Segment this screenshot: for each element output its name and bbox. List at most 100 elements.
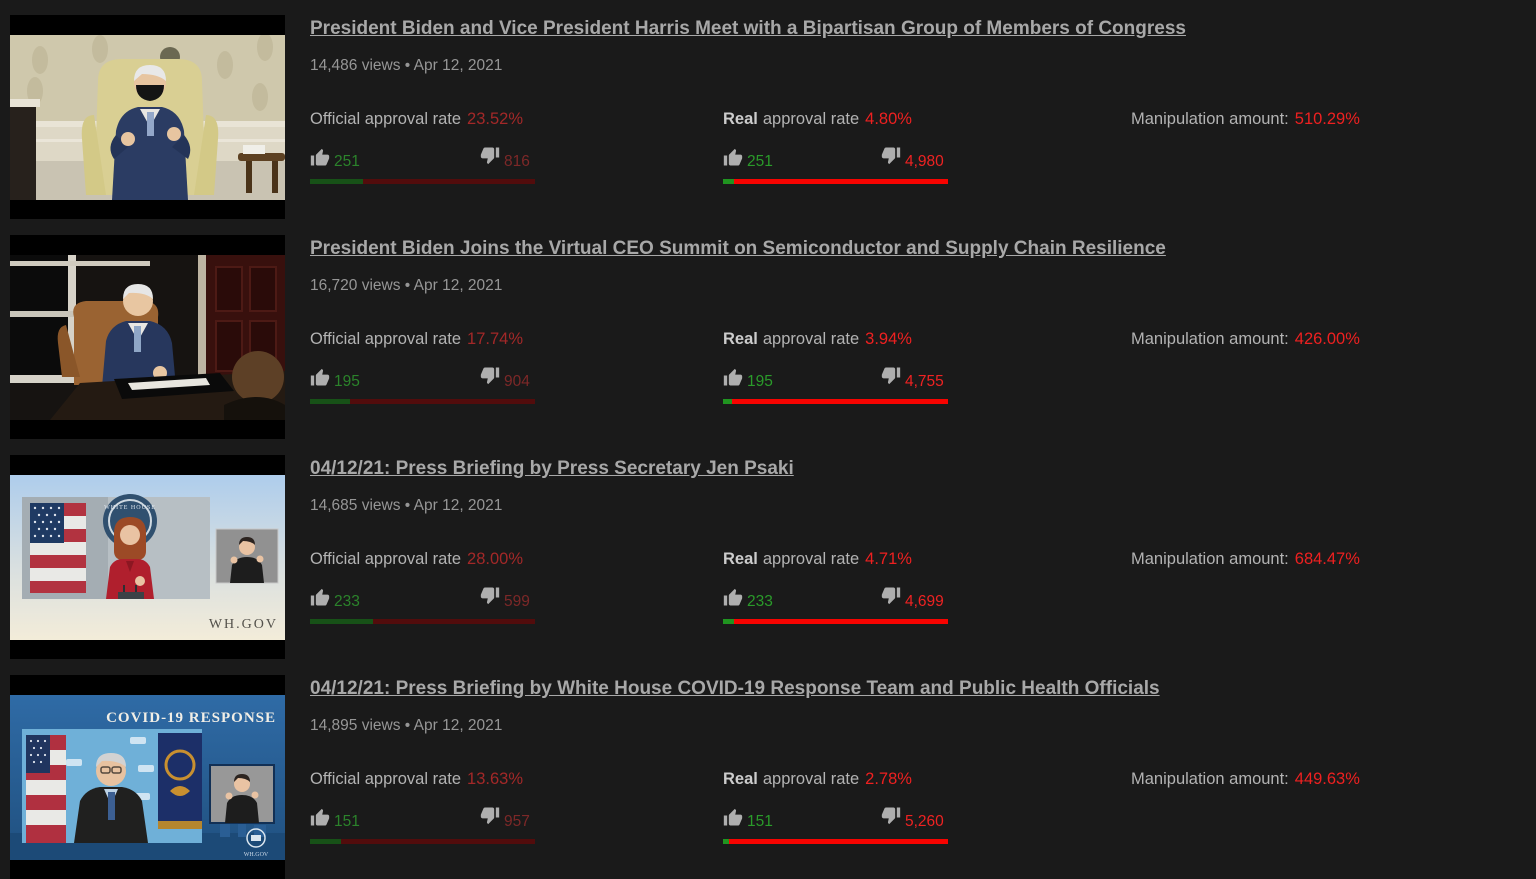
- video-title-link[interactable]: President Biden Joins the Virtual CEO Su…: [310, 238, 1166, 259]
- real-like-group: 233: [723, 588, 881, 612]
- thumbs-down-icon: [881, 147, 901, 165]
- video-row: President Biden and Vice President Harri…: [10, 15, 1536, 219]
- hhs-flag: [158, 732, 202, 829]
- manipulation-label: Manipulation amount: 426.00%: [1131, 330, 1536, 349]
- sign-interpreter-inset: [209, 763, 275, 824]
- video-title-link[interactable]: 04/12/21: Press Briefing by Press Secret…: [310, 458, 794, 479]
- official-approval-rate: 17.74%: [467, 330, 523, 348]
- official-like-group: 195: [310, 368, 480, 392]
- real-approval-label: Real approval rate 3.94%: [723, 330, 1131, 349]
- video-details: 04/12/21: Press Briefing by Press Secret…: [310, 455, 1536, 659]
- manipulation-column: Manipulation amount: 426.00%: [1131, 330, 1536, 404]
- foreground-person: [224, 350, 285, 420]
- stats-panel: Official approval rate 23.52% 251 816: [310, 110, 1536, 184]
- manipulation-label: Manipulation amount: 449.63%: [1131, 770, 1536, 789]
- podium-microphones: [118, 584, 144, 599]
- white-hair: [134, 64, 166, 81]
- manipulation-column: Manipulation amount: 684.47%: [1131, 550, 1536, 624]
- official-approval-label: Official approval rate 23.52%: [310, 110, 723, 129]
- real-stats-column: Real approval rate 2.78% 151 5,260: [723, 770, 1131, 844]
- video-title-link[interactable]: President Biden and Vice President Harri…: [310, 18, 1186, 39]
- thumbnail-image-oval-office: [10, 34, 285, 200]
- official-counts: 233 599: [310, 587, 723, 615]
- official-stats-column: Official approval rate 13.63% 151 957: [310, 770, 723, 844]
- seated-person-masked: [110, 64, 191, 200]
- real-dislike-count: 4,980: [905, 153, 944, 170]
- real-dislike-count: 5,260: [905, 813, 944, 830]
- official-label-text: Official approval rate: [310, 330, 462, 348]
- thumbs-up-icon: [723, 368, 743, 386]
- official-like-group: 233: [310, 588, 480, 612]
- real-approval-rate: 4.80%: [865, 110, 912, 128]
- thumbs-up-icon: [723, 588, 743, 606]
- official-label-text: Official approval rate: [310, 110, 462, 128]
- video-thumbnail[interactable]: [10, 15, 285, 219]
- official-approval-label: Official approval rate 28.00%: [310, 550, 723, 569]
- real-label-bold: Real: [723, 110, 758, 128]
- official-dislike-group: 957: [480, 807, 530, 832]
- us-flag: [26, 734, 66, 843]
- whgov-seal: WH.GOV: [244, 827, 269, 858]
- real-stats-column: Real approval rate 4.80% 251 4,980: [723, 110, 1131, 184]
- manipulation-value: 426.00%: [1294, 330, 1360, 348]
- official-dislike-group: 816: [480, 147, 530, 172]
- official-approval-label: Official approval rate 17.74%: [310, 330, 723, 349]
- official-approval-rate: 13.63%: [467, 770, 523, 788]
- official-like-count: 195: [334, 373, 360, 390]
- video-meta: 14,685 views • Apr 12, 2021: [310, 497, 503, 514]
- official-like-group: 251: [310, 148, 480, 172]
- official-approval-label: Official approval rate 13.63%: [310, 770, 723, 789]
- side-table: [238, 144, 285, 193]
- video-thumbnail[interactable]: WHITE HOUSE: [10, 455, 285, 659]
- real-like-count: 251: [747, 153, 773, 170]
- real-label-bold: Real: [723, 550, 758, 568]
- official-dislike-group: 904: [480, 367, 530, 392]
- thumbs-up-icon: [310, 368, 330, 386]
- official-sentiment-bar: [310, 399, 535, 404]
- thumbs-up-icon: [310, 148, 330, 166]
- skyline-graphic: [220, 816, 266, 837]
- video-row: President Biden Joins the Virtual CEO Su…: [10, 235, 1536, 439]
- video-thumbnail[interactable]: [10, 235, 285, 439]
- thumbs-down-icon: [480, 587, 500, 605]
- manipulation-label: Manipulation amount: 684.47%: [1131, 550, 1536, 569]
- official-like-count: 233: [334, 593, 360, 610]
- manipulation-value: 684.47%: [1294, 550, 1360, 568]
- official-dislike-group: 599: [480, 587, 530, 612]
- press-secretary-figure: [106, 516, 154, 599]
- official-sentiment-bar: [310, 619, 535, 624]
- video-title-link[interactable]: 04/12/21: Press Briefing by White House …: [310, 678, 1160, 699]
- video-row: WHITE HOUSE: [10, 455, 1536, 659]
- sign-interpreter-inset: [215, 528, 279, 583]
- fireplace: [10, 106, 36, 200]
- thumbs-down-icon: [480, 147, 500, 165]
- thumbs-down-icon: [480, 807, 500, 825]
- real-like-group: 251: [723, 148, 881, 172]
- video-details: President Biden Joins the Virtual CEO Su…: [310, 235, 1536, 439]
- real-counts: 195 4,755: [723, 367, 1131, 395]
- video-row: COVID-19 RESPONSE: [10, 675, 1536, 879]
- real-approval-rate: 3.94%: [865, 330, 912, 348]
- official-label-text: Official approval rate: [310, 550, 462, 568]
- real-approval-label: Real approval rate 4.71%: [723, 550, 1131, 569]
- official-counts: 195 904: [310, 367, 723, 395]
- official-stats-column: Official approval rate 17.74% 195 904: [310, 330, 723, 404]
- real-dislike-group: 5,260: [881, 807, 944, 832]
- thumbs-down-icon: [881, 587, 901, 605]
- real-dislike-group: 4,699: [881, 587, 944, 612]
- manipulation-column: Manipulation amount: 449.63%: [1131, 770, 1536, 844]
- thumbnail-image-covid-briefing: COVID-19 RESPONSE: [10, 694, 285, 860]
- real-like-count: 151: [747, 813, 773, 830]
- video-meta: 14,895 views • Apr 12, 2021: [310, 717, 503, 734]
- official-approval-rate: 28.00%: [467, 550, 523, 568]
- real-counts: 233 4,699: [723, 587, 1131, 615]
- real-counts: 251 4,980: [723, 147, 1131, 175]
- thumbnail-image-ceo-summit: [10, 254, 285, 420]
- real-counts: 151 5,260: [723, 807, 1131, 835]
- real-dislike-group: 4,980: [881, 147, 944, 172]
- face-mask: [136, 84, 164, 101]
- video-thumbnail[interactable]: COVID-19 RESPONSE: [10, 675, 285, 879]
- thumbs-down-icon: [881, 807, 901, 825]
- official-like-group: 151: [310, 808, 480, 832]
- thumbs-up-icon: [723, 808, 743, 826]
